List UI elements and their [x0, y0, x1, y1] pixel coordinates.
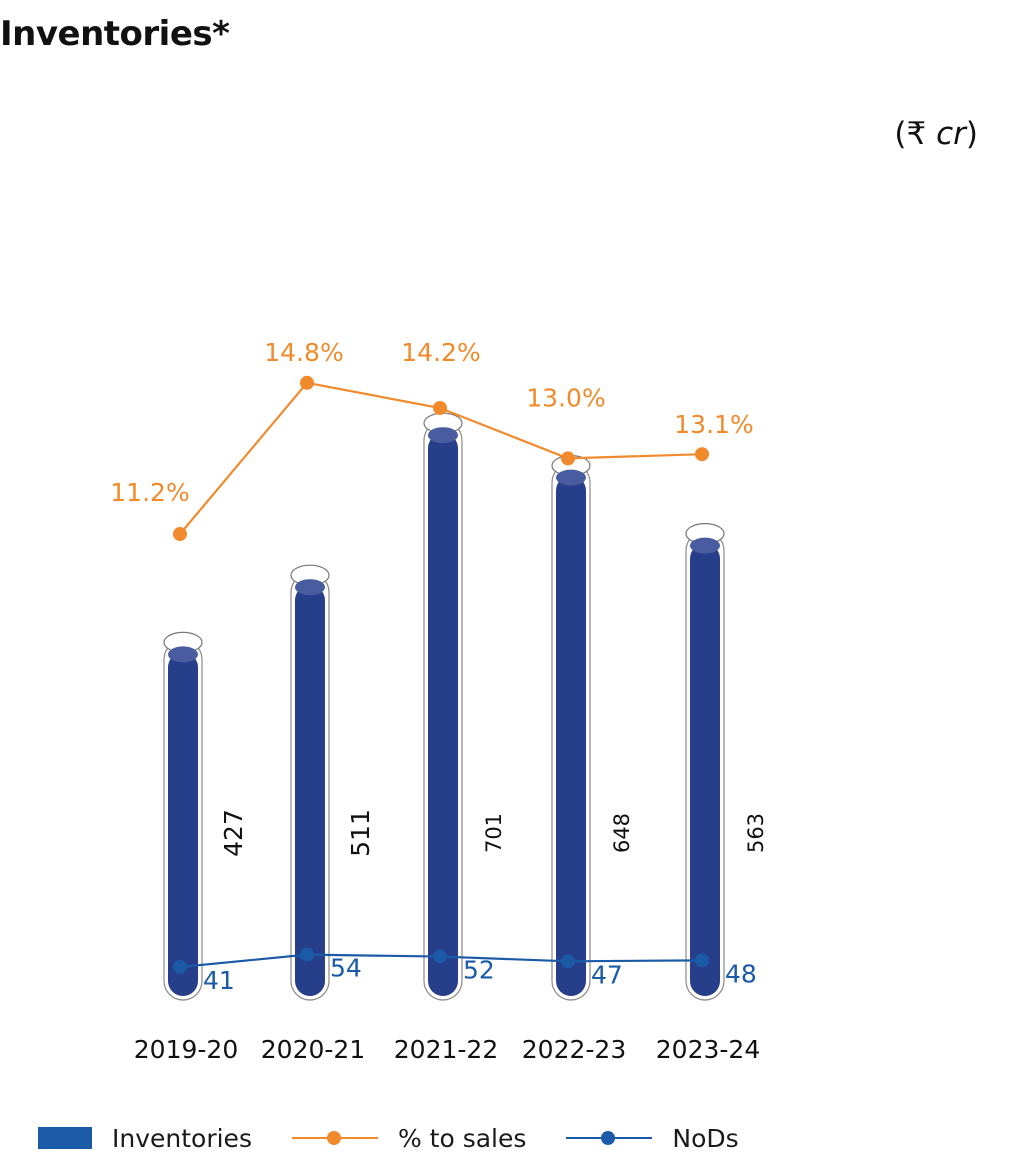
nods-point: [173, 960, 187, 974]
nods-point: [561, 954, 575, 969]
bar-fill-2020-21: [295, 585, 325, 996]
pct-to-sales-label: 14.8%: [264, 338, 343, 367]
legend-label-inventories: Inventories: [112, 1123, 252, 1153]
nods-label: 52: [463, 956, 495, 985]
legend-item-inventories: Inventories: [38, 1124, 252, 1153]
bar-value-label: 563: [744, 813, 768, 853]
bar-value-label: 511: [346, 809, 375, 857]
pct-to-sales-point: [173, 527, 187, 541]
bar-value-label: 648: [610, 813, 634, 853]
nods-point: [695, 953, 709, 968]
bar-2021-22: [423, 412, 463, 1001]
pct-to-sales-point: [300, 375, 314, 390]
bar-fill-2022-23: [556, 475, 586, 997]
pct-to-sales-label: 11.2%: [110, 478, 189, 507]
bars-layer: [163, 412, 725, 1001]
nods-point: [433, 949, 447, 964]
pct-to-sales-point: [561, 451, 575, 466]
pct-to-sales-point: [695, 447, 709, 462]
pct-to-sales-label: 13.0%: [526, 383, 605, 412]
nods-label: 47: [591, 960, 623, 989]
labels-layer: 427 511 701 648 563 11.2% 14.8% 14.2% 13.0% 13.1%…: [110, 338, 768, 1064]
legend: Inventories % to sales NoDs: [38, 1120, 779, 1156]
bar-fill-2021-22: [428, 433, 458, 996]
legend-label-nods: NoDs: [672, 1123, 739, 1153]
bar-value-label: 427: [219, 809, 248, 857]
x-tick-label: 2019-20: [134, 1035, 238, 1064]
pct-to-sales-label: 13.1%: [674, 410, 753, 439]
lines-layer: [173, 375, 709, 974]
x-tick-label: 2021-22: [394, 1035, 498, 1064]
nods-label: 54: [330, 954, 362, 983]
legend-item-pct-to-sales: % to sales: [291, 1123, 527, 1153]
bar-fill-2023-24: [690, 543, 720, 996]
bar-2019-20: [163, 631, 203, 1001]
nods-label: 48: [725, 959, 757, 988]
chart-title: Inventories*: [0, 14, 230, 54]
bar-value-label: 701: [482, 813, 506, 853]
x-tick-label: 2020-21: [261, 1035, 365, 1064]
bar-2022-23: [551, 455, 591, 1001]
legend-line-pct-to-sales: [291, 1127, 378, 1149]
x-tick-label: 2023-24: [656, 1035, 760, 1064]
bar-fill-2019-20: [168, 652, 198, 996]
pct-to-sales-point: [433, 401, 447, 415]
nods-point: [300, 947, 314, 962]
bar-2023-24: [685, 522, 725, 1001]
x-tick-label: 2022-23: [522, 1035, 626, 1064]
legend-line-nods: [566, 1127, 653, 1149]
pct-to-sales-label: 14.2%: [401, 338, 480, 367]
nods-label: 41: [203, 966, 235, 995]
legend-swatch-inventories: [38, 1127, 92, 1149]
bar-2020-21: [290, 564, 330, 1001]
legend-label-pct-to-sales: % to sales: [397, 1123, 527, 1153]
unit-label: (₹ cr): [894, 116, 978, 152]
legend-item-nods: NoDs: [566, 1123, 739, 1153]
inventories-chart: 427 511 701 648 563 11.2% 14.8% 14.2% 13.0% 13.1%…: [110, 338, 768, 1064]
